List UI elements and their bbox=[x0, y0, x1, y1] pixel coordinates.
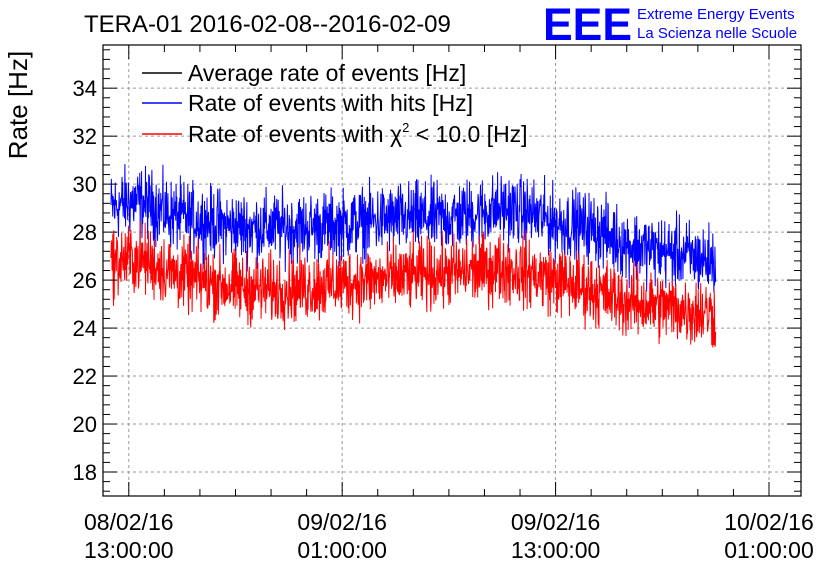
y-tick-label-20: 20 bbox=[73, 412, 97, 437]
x-tick-time-1: 01:00:00 bbox=[297, 537, 387, 563]
legend: Average rate of events [Hz] Rate of even… bbox=[142, 60, 528, 147]
logo-mark: EEE bbox=[543, 0, 632, 50]
x-tick-time-0: 13:00:00 bbox=[84, 537, 174, 563]
x-tick-time-2: 13:00:00 bbox=[511, 537, 601, 563]
y-tick-label-32: 32 bbox=[73, 124, 97, 149]
legend-entry-chi2: Rate of events with χ2 < 10.0 [Hz] bbox=[142, 120, 528, 147]
series-line-1 bbox=[110, 164, 717, 293]
legend-entry-hits: Rate of events with hits [Hz] bbox=[142, 90, 473, 116]
x-tick-date-3: 10/02/16 bbox=[724, 509, 814, 535]
series-line-2 bbox=[110, 221, 717, 348]
legend-label-chi2-suffix: < 10.0 [Hz] bbox=[409, 121, 527, 147]
x-tick-date-1: 09/02/16 bbox=[297, 509, 387, 535]
legend-label-hits: Rate of events with hits [Hz] bbox=[188, 90, 473, 116]
series-lines bbox=[110, 164, 717, 348]
x-axis: 08/02/1613:00:0009/02/1601:00:0009/02/16… bbox=[84, 45, 814, 563]
y-tick-label-28: 28 bbox=[73, 220, 97, 245]
y-tick-label-26: 26 bbox=[73, 268, 97, 293]
legend-label-average: Average rate of events [Hz] bbox=[188, 60, 466, 86]
chart-title: TERA-01 2016-02-08--2016-02-09 bbox=[84, 11, 451, 38]
chi-symbol: χ bbox=[390, 121, 402, 147]
legend-entry-average: Average rate of events [Hz] bbox=[142, 60, 466, 86]
x-tick-date-2: 09/02/16 bbox=[511, 509, 601, 535]
y-tick-label-30: 30 bbox=[73, 172, 97, 197]
chi-exponent: 2 bbox=[402, 120, 409, 135]
y-axis: 18 20 22 24 26 28 30 32 34 bbox=[73, 49, 801, 492]
y-axis-label: Rate [Hz] bbox=[3, 51, 33, 159]
eee-logo: EEE Extreme Energy Events La Scienza nel… bbox=[543, 0, 797, 50]
y-tick-label-24: 24 bbox=[73, 316, 97, 341]
y-tick-label-18: 18 bbox=[73, 460, 97, 485]
legend-label-chi2: Rate of events with χ2 < 10.0 [Hz] bbox=[188, 120, 528, 147]
logo-line-2: La Scienza nelle Scuole bbox=[637, 25, 797, 42]
x-tick-time-3: 01:00:00 bbox=[724, 537, 814, 563]
legend-label-chi2-prefix: Rate of events with bbox=[188, 121, 384, 147]
y-tick-label-34: 34 bbox=[73, 76, 97, 101]
x-tick-date-0: 08/02/16 bbox=[84, 509, 174, 535]
y-tick-label-22: 22 bbox=[73, 364, 97, 389]
logo-line-1: Extreme Energy Events bbox=[637, 6, 795, 23]
